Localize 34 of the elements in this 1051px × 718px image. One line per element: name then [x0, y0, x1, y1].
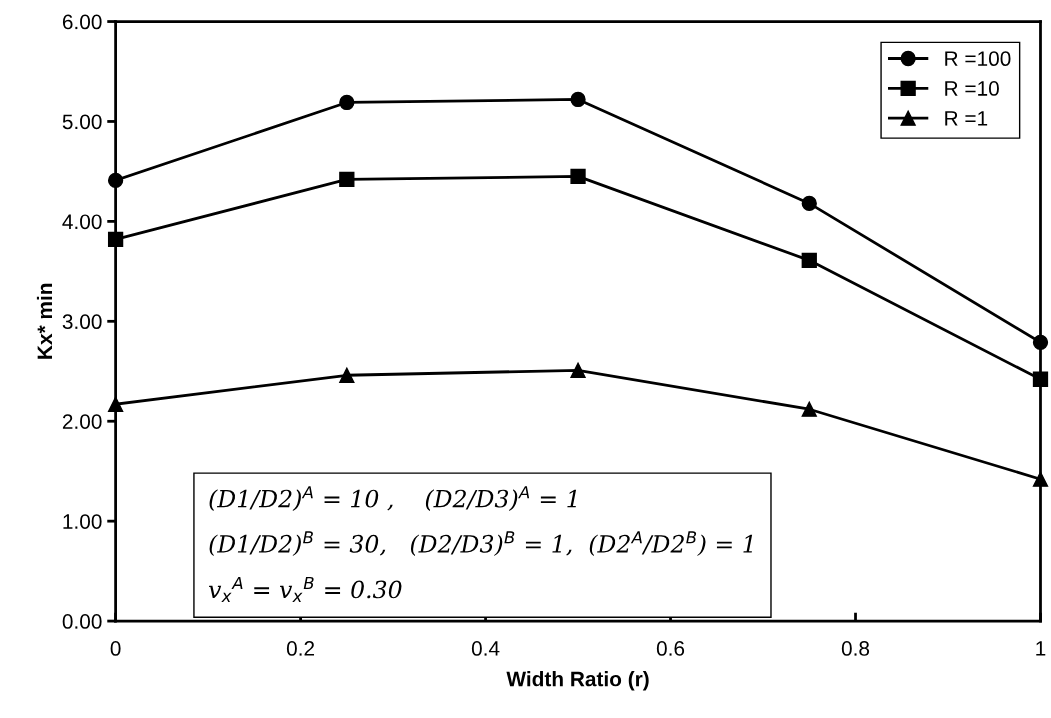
legend-label: R =10	[945, 81, 999, 96]
point	[339, 367, 355, 383]
y-tick-label: 5.00	[62, 114, 102, 130]
x-axis-title: Width Ratio (r)	[506, 671, 649, 691]
point	[107, 172, 124, 189]
point	[570, 91, 586, 108]
x-tick-label: 1	[1036, 641, 1046, 656]
x-tick-label: 0.2	[286, 641, 315, 656]
y-axis-title: Kx* min	[36, 283, 52, 359]
point	[339, 171, 355, 188]
x-tick-label: 0	[110, 641, 121, 656]
legend-label: R =1	[945, 111, 988, 126]
y-tick-label: 2.00	[62, 414, 102, 429]
x-tick-label: 0.6	[656, 641, 685, 656]
y-tick-label: 1.00	[63, 514, 102, 529]
point	[1032, 471, 1049, 487]
legend-label: R =100	[945, 51, 1011, 67]
point	[1032, 371, 1049, 387]
point	[801, 252, 817, 268]
x-tick-label: 0.8	[841, 641, 870, 656]
point	[339, 94, 355, 111]
point	[801, 401, 817, 417]
point	[1032, 334, 1049, 350]
point	[570, 362, 586, 378]
y-tick-label: 0.00	[62, 614, 102, 629]
x-tick-label: 0.4	[471, 641, 500, 656]
y-tick-label: 6.00	[62, 14, 102, 30]
point	[107, 396, 124, 412]
point	[107, 231, 124, 248]
point	[801, 195, 817, 212]
text: (D1/D2)$^{A}$ = 10 , (D2/D3)$^{A}$ = 1 (D1/D2)$^{B}$ = 30, (D2/D3)$^{B}$ = 1, (D2$^{A}$/D2$^{B}$) = 1 v$_{x}$$^{A}$ = v$_{x}$$^{B}$ = 0.30	[208, 486, 753, 602]
point	[570, 168, 586, 185]
y-tick-label: 3.00	[62, 314, 102, 330]
y-tick-label: 4.00	[62, 214, 102, 230]
